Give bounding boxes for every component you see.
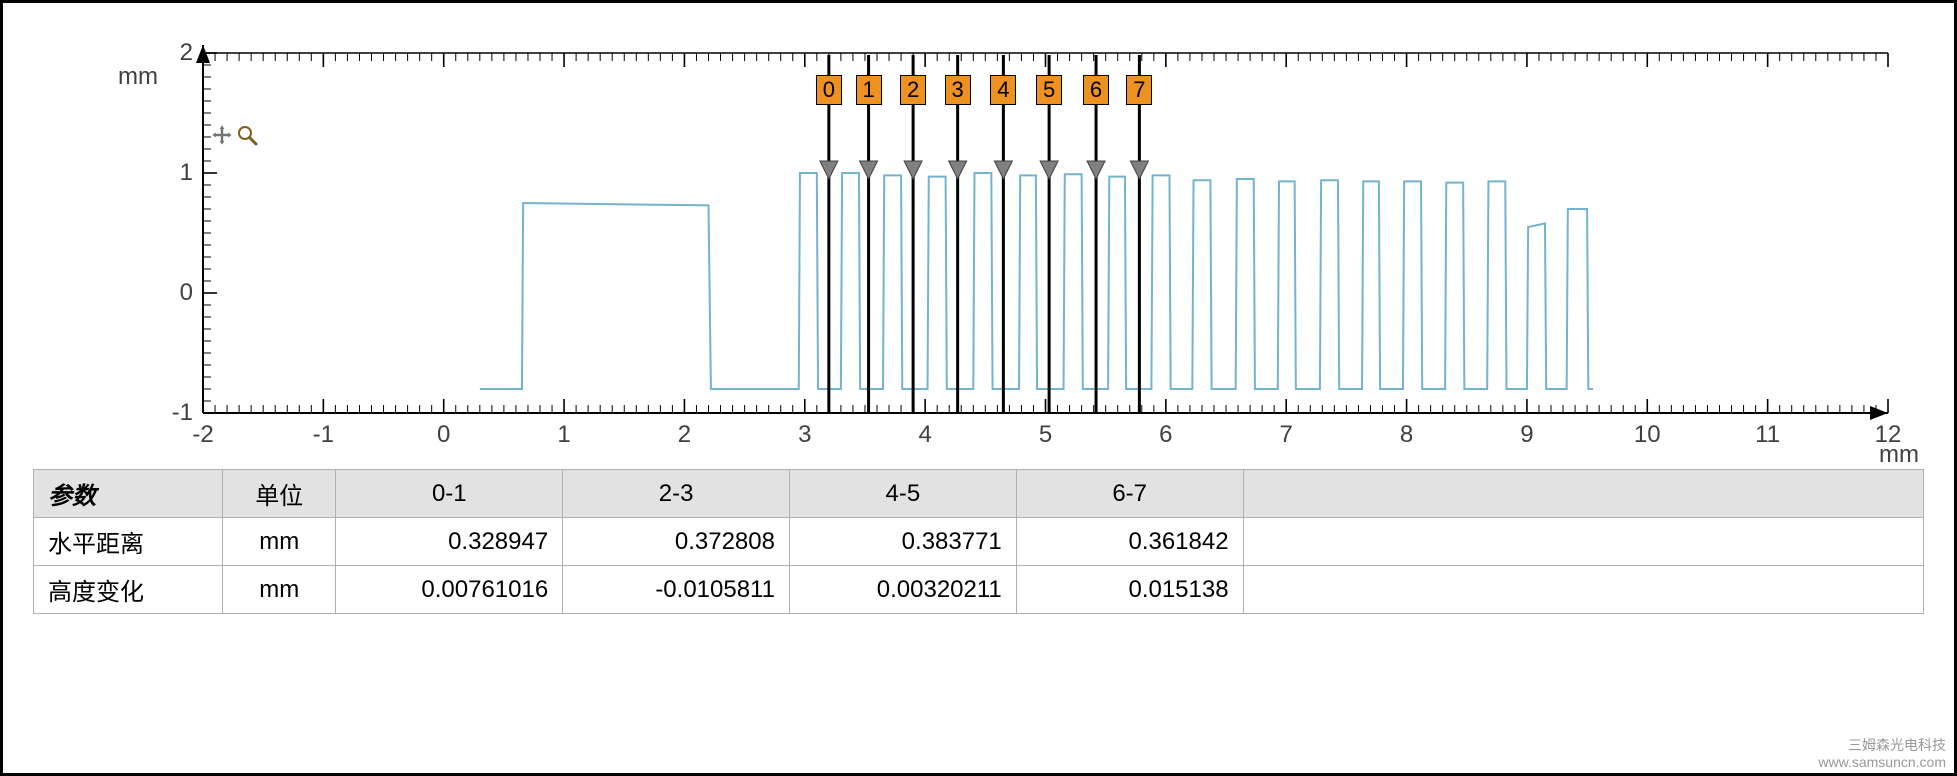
- col-header: 单位: [223, 470, 336, 518]
- marker-label-6[interactable]: 6: [1083, 75, 1109, 105]
- measurement-table: 参数单位0-12-34-56-7 水平距离mm0.3289470.3728080…: [33, 469, 1924, 614]
- col-header: 参数: [34, 470, 223, 518]
- marker-label-5[interactable]: 5: [1036, 75, 1062, 105]
- xtick-label: 10: [1622, 421, 1672, 449]
- marker-label-1[interactable]: 1: [856, 75, 882, 105]
- table-row: 水平距离mm0.3289470.3728080.3837710.361842: [34, 518, 1924, 566]
- xtick-label: -1: [298, 421, 348, 449]
- pan-icon[interactable]: [211, 124, 233, 146]
- profile-chart: [33, 23, 1923, 463]
- table-cell: [1243, 566, 1923, 614]
- tool-icons: [211, 123, 259, 147]
- chart-area: mm 01234567 -2-10123456789101112-1012 mm: [33, 23, 1924, 463]
- table-cell: mm: [223, 566, 336, 614]
- xtick-label: 4: [900, 421, 950, 449]
- table-cell: 0.015138: [1016, 566, 1243, 614]
- marker-label-7[interactable]: 7: [1126, 75, 1152, 105]
- table-cell: 高度变化: [34, 566, 223, 614]
- table-body: 水平距离mm0.3289470.3728080.3837710.361842高度…: [34, 518, 1924, 614]
- xtick-label: 9: [1502, 421, 1552, 449]
- watermark: 三姆森光电科技 www.samsuncn.com: [1818, 737, 1946, 771]
- xtick-label: 11: [1743, 421, 1793, 449]
- table-cell: 0.328947: [336, 518, 563, 566]
- zoom-icon[interactable]: [235, 123, 259, 147]
- watermark-line2: www.samsuncn.com: [1818, 754, 1946, 771]
- app-frame: mm 01234567 -2-10123456789101112-1012 mm: [0, 0, 1957, 776]
- col-header: 2-3: [563, 470, 790, 518]
- ytick-label: -1: [153, 399, 193, 427]
- table-cell: [1243, 518, 1923, 566]
- xtick-label: 3: [780, 421, 830, 449]
- table-cell: 0.372808: [563, 518, 790, 566]
- table-cell: 0.00320211: [789, 566, 1016, 614]
- xtick-label: 7: [1261, 421, 1311, 449]
- table-header-row: 参数单位0-12-34-56-7: [34, 470, 1924, 518]
- xtick-label: 6: [1141, 421, 1191, 449]
- xtick-label: 1: [539, 421, 589, 449]
- xtick-label: 8: [1382, 421, 1432, 449]
- x-axis-unit: mm: [1879, 441, 1919, 469]
- table-cell: 0.383771: [789, 518, 1016, 566]
- table-cell: mm: [223, 518, 336, 566]
- col-header: 0-1: [336, 470, 563, 518]
- table-row: 高度变化mm0.00761016-0.01058110.003202110.01…: [34, 566, 1924, 614]
- marker-label-3[interactable]: 3: [945, 75, 971, 105]
- ytick-label: 1: [153, 159, 193, 187]
- marker-label-2[interactable]: 2: [900, 75, 926, 105]
- col-header: 6-7: [1016, 470, 1243, 518]
- col-header: 4-5: [789, 470, 1016, 518]
- col-header: [1243, 470, 1923, 518]
- xtick-label: 0: [419, 421, 469, 449]
- data-table: 参数单位0-12-34-56-7 水平距离mm0.3289470.3728080…: [33, 469, 1924, 614]
- watermark-line1: 三姆森光电科技: [1818, 737, 1946, 754]
- table-cell: -0.0105811: [563, 566, 790, 614]
- marker-label-4[interactable]: 4: [990, 75, 1016, 105]
- ytick-label: 0: [153, 279, 193, 307]
- xtick-label: 5: [1021, 421, 1071, 449]
- table-cell: 0.00761016: [336, 566, 563, 614]
- marker-label-0[interactable]: 0: [816, 75, 842, 105]
- table-cell: 0.361842: [1016, 518, 1243, 566]
- ytick-label: 2: [153, 39, 193, 67]
- xtick-label: 2: [659, 421, 709, 449]
- table-cell: 水平距离: [34, 518, 223, 566]
